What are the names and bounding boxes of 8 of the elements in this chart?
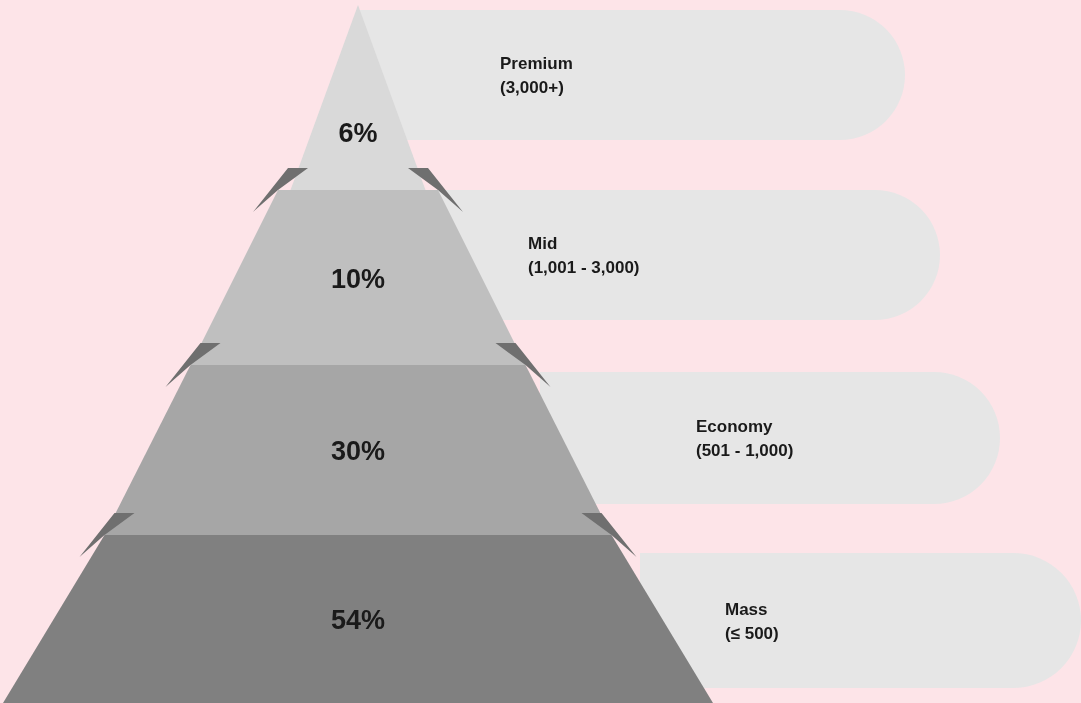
data-label: 10%: [330, 263, 386, 294]
category-label: Mass (≤ 500): [725, 599, 779, 643]
category-label: Economy (501 - 1,000): [696, 417, 794, 460]
data-label: 54%: [330, 605, 386, 635]
category-label: Premium (3,000+): [500, 54, 573, 97]
data-label: 6%: [338, 118, 378, 148]
data-label: 30%: [330, 436, 386, 466]
category-label: Mid (1,001 - 3,000): [528, 234, 640, 277]
